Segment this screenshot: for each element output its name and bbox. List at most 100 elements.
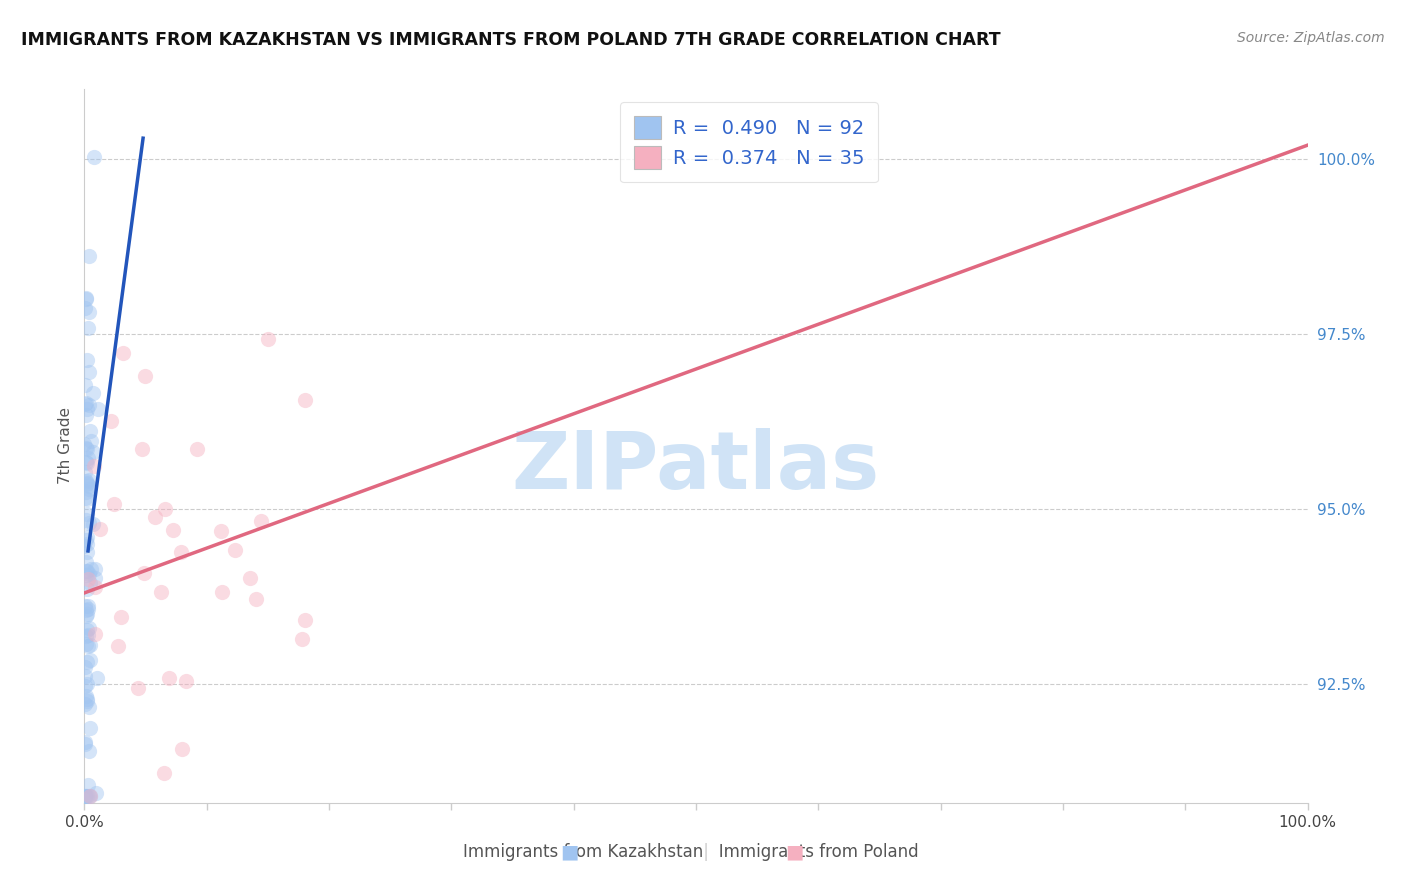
Point — [112, 346, 135, 360]
Point — [79, 721, 101, 735]
Point — [77, 249, 100, 263]
Point — [87, 402, 110, 417]
Point — [84, 571, 107, 585]
Text: IMMIGRANTS FROM KAZAKHSTAN VS IMMIGRANTS FROM POLAND 7TH GRADE CORRELATION CHART: IMMIGRANTS FROM KAZAKHSTAN VS IMMIGRANTS… — [21, 31, 1001, 49]
Point — [209, 524, 232, 538]
Point — [83, 458, 105, 473]
Point — [83, 580, 105, 594]
Point — [73, 437, 96, 451]
Point — [79, 478, 101, 492]
Point — [77, 699, 100, 714]
Point — [77, 321, 100, 335]
Point — [73, 539, 96, 553]
Point — [79, 621, 101, 635]
Point — [77, 567, 100, 582]
Point — [211, 585, 233, 599]
Point — [76, 655, 98, 669]
Point — [76, 564, 98, 578]
Point — [250, 514, 273, 528]
Point — [143, 510, 166, 524]
Point — [76, 694, 98, 708]
Point — [131, 442, 153, 456]
Point — [76, 455, 98, 469]
Point — [77, 516, 100, 531]
Point — [73, 660, 96, 674]
Point — [75, 474, 97, 488]
Point — [84, 627, 107, 641]
Point — [186, 442, 208, 456]
Point — [76, 572, 98, 586]
Point — [76, 778, 98, 792]
Point — [80, 434, 103, 449]
Point — [82, 516, 104, 531]
Point — [76, 352, 98, 367]
Point — [245, 592, 267, 607]
Point — [100, 414, 122, 428]
Point — [77, 789, 100, 803]
Point — [75, 484, 97, 499]
Point — [75, 555, 97, 569]
Point — [73, 680, 96, 694]
Point — [73, 735, 96, 749]
Text: Source: ZipAtlas.com: Source: ZipAtlas.com — [1237, 31, 1385, 45]
Point — [257, 332, 280, 346]
Point — [294, 392, 316, 407]
Point — [170, 742, 193, 756]
Point — [83, 150, 105, 164]
Point — [76, 476, 98, 491]
Point — [75, 291, 97, 305]
Point — [103, 497, 125, 511]
Point — [86, 671, 108, 685]
Point — [76, 789, 98, 803]
Point — [73, 599, 96, 613]
Point — [76, 537, 98, 551]
Point — [174, 674, 197, 689]
Point — [76, 624, 98, 638]
Text: ■: ■ — [785, 842, 804, 862]
Point — [75, 564, 97, 578]
Point — [79, 638, 101, 652]
Point — [153, 501, 176, 516]
Point — [75, 637, 97, 651]
Legend: R =  0.490   N = 92, R =  0.374   N = 35: R = 0.490 N = 92, R = 0.374 N = 35 — [620, 103, 877, 182]
Point — [76, 544, 98, 558]
Point — [76, 401, 98, 416]
Point — [79, 424, 101, 438]
Point — [75, 408, 97, 422]
Point — [73, 466, 96, 480]
Point — [75, 789, 97, 803]
Point — [76, 692, 98, 706]
Text: Immigrants from Poland: Immigrants from Poland — [703, 843, 918, 861]
Point — [75, 301, 97, 315]
Point — [76, 628, 98, 642]
Point — [76, 442, 98, 456]
Point — [76, 491, 98, 506]
Point — [75, 533, 97, 547]
Point — [75, 491, 97, 505]
Point — [79, 789, 101, 803]
Point — [79, 653, 101, 667]
Point — [134, 369, 156, 384]
Point — [75, 629, 97, 643]
Point — [77, 639, 100, 653]
Point — [77, 304, 100, 318]
Point — [110, 609, 132, 624]
Point — [77, 483, 100, 497]
Point — [75, 568, 97, 582]
Point — [75, 689, 97, 703]
Point — [76, 582, 98, 597]
Text: ■: ■ — [560, 842, 579, 862]
Point — [75, 396, 97, 410]
Point — [75, 737, 97, 751]
Point — [77, 450, 100, 465]
Point — [149, 585, 172, 599]
Point — [77, 744, 100, 758]
Point — [80, 561, 103, 575]
Point — [291, 632, 314, 646]
Point — [82, 386, 104, 401]
Point — [107, 639, 129, 653]
Point — [84, 786, 107, 800]
Point — [76, 530, 98, 544]
Point — [76, 477, 98, 491]
Point — [77, 473, 100, 487]
